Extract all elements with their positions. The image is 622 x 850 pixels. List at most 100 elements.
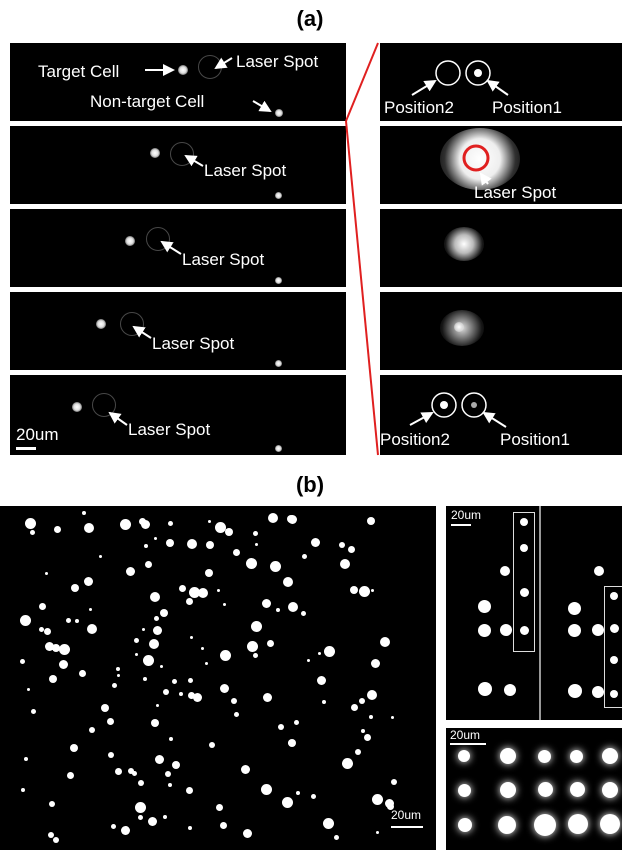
array-bead [135, 802, 146, 813]
frame-b-zoom-top: 20um [446, 506, 622, 720]
split-divider [539, 506, 541, 720]
array-bead [371, 659, 380, 668]
arrow-laser [108, 411, 128, 426]
trap-bead [478, 624, 491, 637]
array-bead [376, 831, 379, 834]
selection-box-right [604, 586, 622, 708]
frame-a-right-1: Position2 Position1 [380, 43, 622, 121]
array-bead [139, 518, 146, 525]
trapped-cell [440, 401, 448, 409]
array-bead [253, 653, 258, 658]
array-bead [44, 628, 51, 635]
array-bead [145, 561, 152, 568]
array-bead [241, 765, 250, 774]
array-bead [359, 698, 365, 704]
array-bead [263, 693, 272, 702]
array-bead [276, 608, 280, 612]
array-bead [115, 768, 122, 775]
array-bead [30, 530, 35, 535]
array-bead [255, 543, 258, 546]
array-bead [243, 829, 252, 838]
array-bead [369, 715, 373, 719]
array-bead [359, 586, 370, 597]
non-target-cell [275, 445, 282, 452]
array-bead [24, 757, 28, 761]
array-bead [20, 659, 25, 664]
scale-bar-label: 20um [451, 508, 482, 522]
grid-bead [458, 784, 471, 797]
array-bead [20, 615, 31, 626]
grid-bead [500, 748, 516, 764]
array-bead [27, 688, 30, 691]
grid-bead [568, 814, 588, 834]
array-bead [253, 531, 258, 536]
array-bead [154, 537, 157, 540]
trap-bead [610, 592, 618, 600]
array-bead [155, 755, 164, 764]
array-bead [54, 526, 61, 533]
array-bead [53, 837, 59, 843]
array-bead [288, 602, 298, 612]
array-bead [340, 559, 350, 569]
frame-a-left-4: Laser Spot [10, 292, 346, 370]
array-bead [21, 788, 25, 792]
array-bead [205, 569, 213, 577]
array-bead [168, 783, 172, 787]
panel-a-label: (a) [296, 6, 324, 31]
array-bead [87, 624, 97, 634]
frame-a-left-5: Laser Spot 20um [10, 375, 346, 455]
laser-spot-label: Laser Spot [128, 420, 211, 439]
array-bead [153, 626, 162, 635]
trap-bead [504, 684, 516, 696]
non-target-cell [275, 360, 282, 367]
arrow-position1 [486, 79, 509, 96]
array-bead [186, 598, 193, 605]
array-bead [350, 586, 358, 594]
array-bead [283, 577, 293, 587]
array-bead [142, 628, 145, 631]
array-bead [288, 741, 292, 745]
laser-spot-label: Laser Spot [236, 52, 319, 71]
array-bead [138, 815, 143, 820]
array-bead [25, 518, 36, 529]
target-cell [125, 236, 135, 246]
grid-bead [498, 816, 516, 834]
laser-spot-region [92, 393, 116, 417]
laser-spot-region [146, 227, 170, 251]
arrow-laser [184, 154, 204, 167]
array-bead [186, 787, 193, 794]
positions-layer [409, 392, 507, 428]
trap-bead [500, 566, 510, 576]
grid-bead [458, 818, 472, 832]
array-bead [156, 704, 159, 707]
selection-box-left [513, 512, 535, 652]
array-bead [179, 585, 186, 592]
frame-a-right-4 [380, 292, 622, 370]
array-bead [163, 815, 167, 819]
laser-spot-region [170, 142, 194, 166]
array-bead [225, 528, 233, 536]
array-bead [31, 709, 36, 714]
array-bead [154, 616, 159, 621]
positions-layer [411, 60, 509, 96]
scale-bar [16, 447, 36, 450]
grid-bead [538, 750, 551, 763]
array-bead [371, 589, 374, 592]
array-bead [361, 729, 365, 733]
position2-circle [435, 60, 461, 86]
array-bead [48, 832, 54, 838]
arrow-laser [479, 172, 492, 186]
array-bead [45, 642, 54, 651]
array-bead [231, 698, 237, 704]
grid-bead [570, 750, 583, 763]
array-bead [179, 692, 183, 696]
array-bead [217, 589, 220, 592]
scale-bar-label: 20um [391, 808, 422, 822]
arrows-layer [108, 411, 128, 426]
array-bead [163, 689, 169, 695]
array-bead [188, 692, 195, 699]
laser-spot-label: Laser Spot [152, 334, 235, 353]
array-bead [84, 523, 94, 533]
array-bead [89, 727, 95, 733]
array-bead [288, 515, 297, 524]
